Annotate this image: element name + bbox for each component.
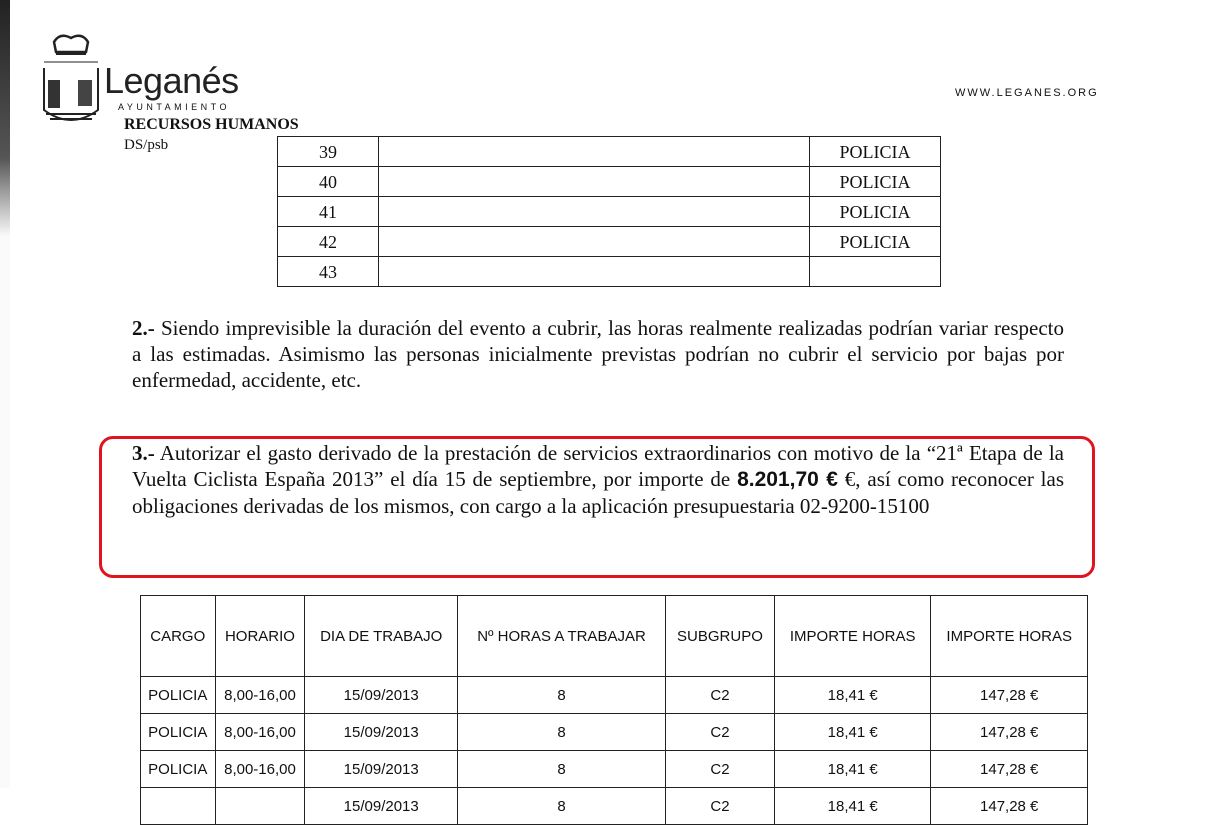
paragraph-text: Siendo imprevisible la duración del even…: [132, 316, 1064, 392]
table-cell: C2: [665, 676, 775, 714]
table-cell: 15/09/2013: [304, 713, 458, 751]
row-name: [378, 196, 810, 227]
amount: 8.201,70 €: [737, 468, 838, 491]
highlight-box: [99, 436, 1095, 578]
table-cell: 18,41 €: [773, 713, 932, 751]
table-cell: 8: [456, 676, 667, 714]
column-header: CARGO: [140, 595, 216, 677]
column-header: IMPORTE HORAS: [930, 595, 1088, 677]
website: WWW.LEGANES.ORG: [955, 87, 1099, 99]
row-cargo: POLICIA: [809, 196, 941, 227]
table-cell: C2: [665, 787, 775, 825]
table-cell: 8: [456, 787, 667, 825]
department: RECURSOS HUMANOS: [124, 116, 299, 133]
table-cell: 8,00-16,00: [214, 750, 306, 788]
table-cell: 15/09/2013: [304, 676, 458, 714]
table-cell: C2: [665, 750, 775, 788]
column-header: Nº HORAS A TRABAJAR: [456, 595, 667, 677]
table-cell: 8: [456, 713, 667, 751]
column-header: DIA DE TRABAJO: [304, 595, 458, 677]
paragraph-3: 3.- Autorizar el gasto derivado de la pr…: [132, 440, 1064, 519]
table-cell: 147,28 €: [930, 750, 1088, 788]
table-cell: 147,28 €: [930, 787, 1088, 825]
table-cell: 147,28 €: [930, 713, 1088, 751]
table-row: 43: [277, 256, 941, 287]
table-cell: 8,00-16,00: [214, 713, 306, 751]
reference-code: DS/psb: [124, 137, 169, 153]
paragraph-text: €, así como reconocer las obligaciones d…: [132, 467, 1064, 518]
table-cell: POLICIA: [140, 713, 216, 751]
scan-edge: [0, 0, 10, 788]
table-row: 41 POLICIA: [277, 196, 941, 227]
table-cell: POLICIA: [140, 676, 216, 714]
table-cell: 18,41 €: [773, 676, 932, 714]
column-header: IMPORTE HORAS: [773, 595, 932, 677]
table-row: 40 POLICIA: [277, 166, 941, 197]
row-name: [378, 256, 810, 287]
row-cargo: POLICIA: [809, 166, 941, 197]
table-row: POLICIA 8,00-16,00 15/09/2013 8 C2 18,41 €147…: [140, 750, 1088, 788]
paragraph-2: 2.- Siendo imprevisible la duración del …: [132, 315, 1064, 393]
table-row: POLICIA 8,00-16,00 15/09/2013 8 C2 18,41 €147…: [140, 713, 1088, 751]
row-number: 39: [277, 136, 379, 167]
brand-subtitle: AYUNTAMIENTO: [118, 102, 231, 112]
staff-list-table: 39 POLICIA 40 POLICIA 41 POLICIA 42 POLICIA 43: [277, 136, 941, 287]
row-number: 40: [277, 166, 379, 197]
row-number: 41: [277, 196, 379, 227]
table-cell: POLICIA: [140, 750, 216, 788]
row-name: [378, 136, 810, 167]
table-cell: 8: [456, 750, 667, 788]
row-name: [378, 166, 810, 197]
table-cell: 15/09/2013: [304, 750, 458, 788]
row-cargo: POLICIA: [809, 136, 941, 167]
table-row: POLICIA 8,00-16,00 15/09/2013 8 C2 18,41 €147…: [140, 676, 1088, 714]
table-cell: C2: [665, 713, 775, 751]
row-name: [378, 226, 810, 257]
cost-table: CARGO HORARIO DIA DE TRABAJO Nº HORAS A TRA…: [140, 595, 1088, 825]
table-cell: 18,41 €: [773, 750, 932, 788]
brand-name: Leganés: [104, 60, 239, 101]
table-row: 39 POLICIA: [277, 136, 941, 167]
row-cargo: POLICIA: [809, 226, 941, 257]
paragraph-number: 2.-: [132, 316, 155, 340]
table-cell: 8,00-16,00: [214, 676, 306, 714]
column-header: SUBGRUPO: [665, 595, 775, 677]
table-row: 15/09/2013 8 C2 18,41 €147,28 €: [140, 787, 1088, 825]
paragraph-number: 3.-: [132, 441, 155, 465]
column-header: HORARIO: [214, 595, 306, 677]
table-row: 42 POLICIA: [277, 226, 941, 257]
table-cell: 147,28 €: [930, 676, 1088, 714]
row-number: 42: [277, 226, 379, 257]
table-cell: [140, 787, 216, 825]
table-cell: 18,41 €: [773, 787, 932, 825]
paragraph-text: Autorizar el gasto derivado de la presta…: [132, 441, 1064, 491]
row-cargo: [809, 256, 941, 287]
table-cell: 15/09/2013: [304, 787, 458, 825]
leganes-coat-of-arms-logo: [43, 34, 99, 121]
row-number: 43: [277, 256, 379, 287]
table-cell: [214, 787, 306, 825]
